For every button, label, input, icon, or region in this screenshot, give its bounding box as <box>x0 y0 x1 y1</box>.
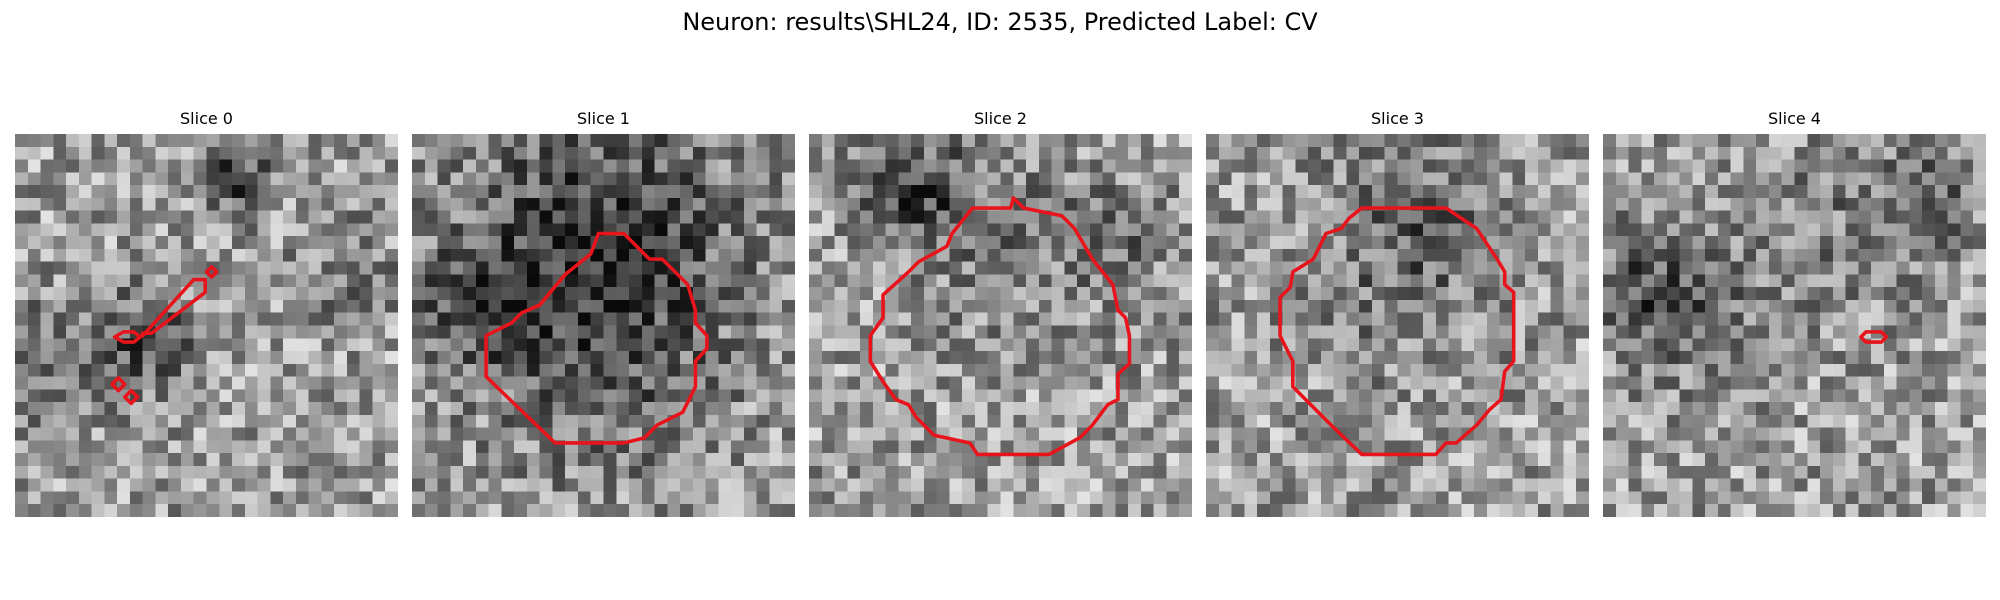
slice-image-3 <box>1206 134 1589 517</box>
slice-pixels-0 <box>15 134 398 517</box>
slice-image-2 <box>809 134 1192 517</box>
slice-title-3: Slice 3 <box>1371 109 1424 128</box>
contour-2 <box>868 196 1132 457</box>
slice-image-1 <box>412 134 795 517</box>
contour-1 <box>484 231 709 445</box>
slice-title-1: Slice 1 <box>577 109 630 128</box>
slice-panel-0: Slice 0 <box>15 108 398 517</box>
slice-title-2: Slice 2 <box>974 109 1027 128</box>
slice-pixels-3 <box>1206 134 1589 517</box>
slice-pixels-4 <box>1603 134 1986 517</box>
slice-panel-2: Slice 2 <box>809 108 1192 517</box>
contour-0d <box>110 376 127 393</box>
slice-title-4: Slice 4 <box>1768 109 1821 128</box>
slice-pixels-1 <box>412 134 795 517</box>
contour-0a <box>140 277 208 338</box>
slice-panel-1: Slice 1 <box>412 108 795 517</box>
figure-title: Neuron: results\SHL24, ID: 2535, Predict… <box>682 8 1318 36</box>
contour-0c <box>204 264 219 279</box>
contour-4 <box>1859 330 1889 344</box>
slice-panel-4: Slice 4 <box>1603 108 1986 517</box>
slice-title-0: Slice 0 <box>180 109 233 128</box>
slice-image-4 <box>1603 134 1986 517</box>
slice-panel-3: Slice 3 <box>1206 108 1589 517</box>
slice-image-0 <box>15 134 398 517</box>
slice-pixels-2 <box>809 134 1192 517</box>
contour-0e <box>123 388 140 406</box>
contour-3 <box>1278 206 1516 457</box>
contour-0b <box>112 330 142 344</box>
